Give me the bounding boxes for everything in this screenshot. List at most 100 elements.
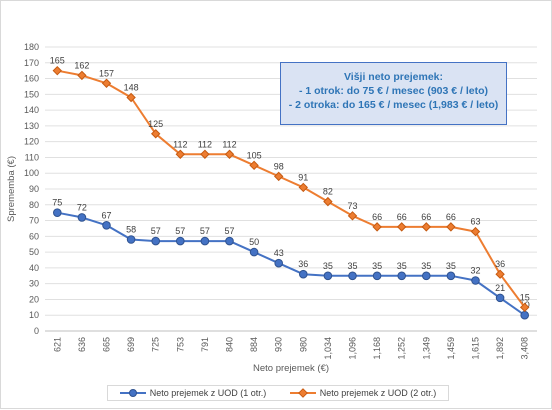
x-tick-label: 1,615: [471, 337, 481, 360]
data-label-s2-13: 66: [372, 212, 382, 222]
y-tick-label: 90: [29, 184, 39, 194]
data-point-s1-13: [372, 271, 382, 281]
data-label-s1-1: 72: [77, 202, 87, 212]
data-label-s2-6: 112: [198, 139, 212, 149]
y-tick-label: 110: [25, 152, 39, 162]
data-point-s1-5: [176, 236, 185, 246]
data-point-s2-1: [77, 70, 87, 81]
data-label-s2-3: 148: [124, 82, 139, 92]
legend-label-1-child: Neto prejemek z UOD (1 otr.): [149, 388, 267, 398]
data-label-s2-14: 66: [397, 212, 407, 222]
data-point-s1-4: [151, 236, 160, 246]
y-tick-label: 160: [24, 74, 39, 84]
data-point-s1-7: [225, 236, 234, 246]
data-point-s1-6: [200, 236, 210, 246]
x-tick-label: 725: [151, 337, 161, 352]
data-label-s1-9: 43: [274, 248, 284, 258]
data-point-s2-15: [421, 222, 432, 232]
data-label-s1-2: 67: [101, 210, 111, 220]
data-label-s2-12: 73: [347, 201, 357, 211]
y-tick-label: 40: [29, 263, 39, 273]
x-tick-label: 621: [52, 337, 62, 352]
data-point-s1-2: [102, 220, 111, 230]
y-axis-title: Sprememba (€): [6, 156, 17, 222]
data-label-s1-13: 35: [372, 261, 382, 271]
data-point-s1-17: [471, 276, 480, 285]
data-point-s1-12: [348, 271, 357, 281]
y-tick-label: 80: [29, 200, 39, 210]
x-tick-label: 980: [298, 337, 308, 352]
annotation-line-2: - 1 otrok: do 75 € / mesec (903 € / leto…: [298, 85, 489, 97]
data-point-s2-5: [175, 149, 186, 159]
data-label-s2-17: 63: [470, 217, 480, 227]
x-tick-label: 1,892: [495, 337, 505, 360]
legend-swatch-1-child: [119, 388, 146, 398]
legend-swatch-2-children: [289, 388, 316, 398]
data-label-s2-10: 91: [298, 172, 308, 182]
data-point-s2-12: [347, 211, 358, 221]
data-point-s1-10: [299, 269, 308, 279]
x-tick-label: 1,096: [348, 337, 358, 360]
data-label-s2-7: 112: [222, 139, 236, 149]
y-tick-label: 30: [29, 279, 39, 289]
data-point-s2-19: [519, 302, 530, 313]
y-tick-label: 180: [24, 42, 39, 52]
data-label-s1-10: 36: [298, 259, 308, 269]
x-tick-label: 1,459: [446, 337, 456, 360]
data-label-s2-15: 66: [421, 212, 431, 222]
legend-item-2-children: Neto prejemek z UOD (2 otr.): [289, 388, 437, 398]
x-tick-label: 699: [126, 337, 136, 352]
data-point-s2-11: [323, 196, 333, 207]
data-point-s2-2: [101, 78, 112, 88]
data-point-s2-9: [273, 171, 284, 182]
data-point-s2-4: [150, 129, 161, 139]
data-point-s1-15: [422, 271, 431, 281]
legend-label-2-children: Neto prejemek z UOD (2 otr.): [319, 388, 437, 398]
data-label-s2-16: 66: [446, 212, 456, 222]
y-tick-label: 0: [34, 326, 39, 336]
data-point-s2-16: [446, 222, 456, 232]
y-tick-label: 20: [29, 294, 39, 304]
data-point-s1-9: [274, 258, 284, 268]
data-point-s1-3: [126, 235, 136, 244]
data-point-s1-8: [249, 247, 259, 257]
x-tick-label: 1,252: [397, 337, 407, 360]
data-label-s1-0: 75: [52, 198, 62, 208]
x-axis-title: Neto prejemek (€): [253, 363, 329, 374]
data-label-s2-19: 15: [520, 292, 530, 302]
data-point-s1-18: [495, 293, 505, 303]
x-tick-label: 884: [249, 337, 259, 352]
y-tick-label: 60: [29, 231, 39, 241]
x-tick-label: 791: [200, 337, 210, 352]
y-tick-label: 100: [24, 168, 39, 178]
data-label-s1-17: 32: [470, 266, 480, 276]
data-label-s1-8: 50: [249, 237, 259, 247]
y-tick-label: 130: [24, 121, 39, 131]
y-tick-label: 10: [29, 310, 39, 320]
data-label-s2-5: 112: [173, 139, 187, 149]
data-label-s1-4: 57: [151, 226, 161, 236]
data-point-s1-19: [520, 310, 530, 320]
x-tick-label: 665: [102, 337, 112, 352]
x-tick-label: 636: [77, 337, 87, 352]
chart-legend: Neto prejemek z UOD (1 otr.) Neto prejem…: [107, 385, 449, 401]
y-tick-label: 70: [29, 216, 39, 226]
data-label-s2-11: 82: [323, 187, 333, 197]
data-point-s2-0: [52, 65, 63, 76]
x-tick-label: 1,168: [372, 337, 382, 360]
data-label-s2-1: 162: [74, 60, 89, 70]
data-label-s1-11: 35: [323, 261, 333, 271]
x-tick-label: 1,034: [323, 337, 333, 360]
data-point-s1-16: [446, 271, 456, 281]
data-label-s2-0: 165: [50, 56, 65, 66]
data-label-s1-12: 35: [347, 261, 357, 271]
data-label-s1-14: 35: [397, 261, 407, 271]
data-point-s2-13: [372, 222, 382, 232]
data-point-s2-6: [200, 149, 210, 159]
data-point-s1-0: [53, 208, 62, 217]
x-tick-label: 930: [274, 337, 284, 352]
data-label-s2-2: 157: [99, 68, 114, 78]
data-point-s1-11: [323, 271, 333, 281]
